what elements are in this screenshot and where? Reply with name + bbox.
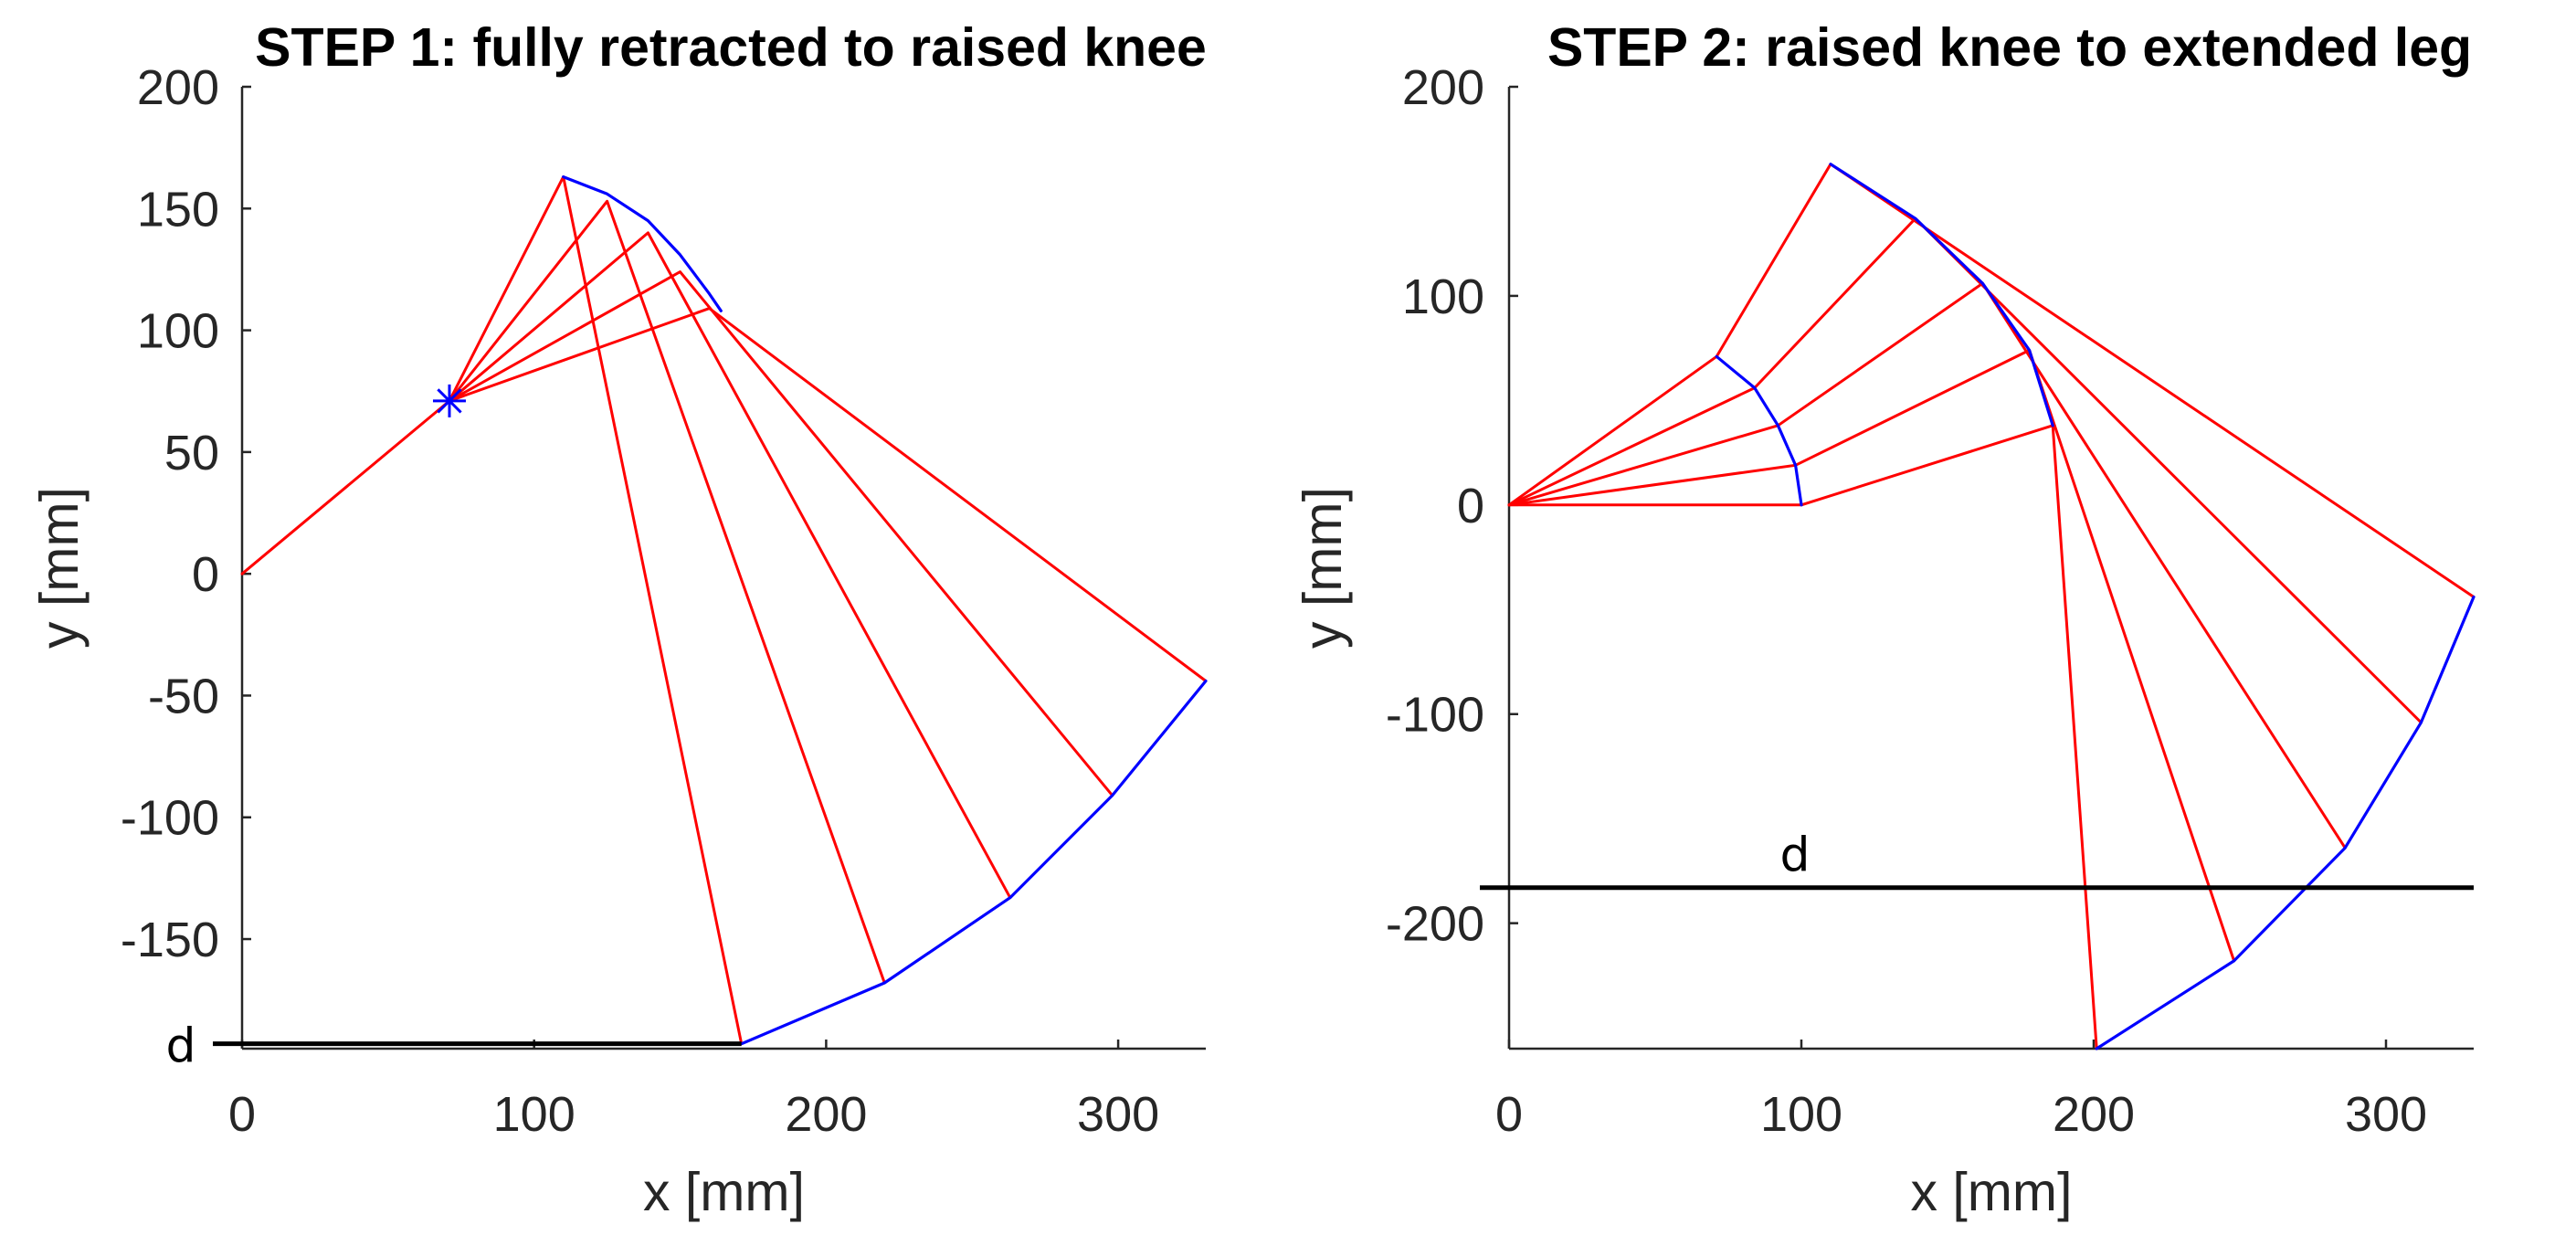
ground-line-label: d: [165, 1019, 195, 1074]
y-tick-label: -100: [1386, 688, 1484, 743]
leg-link-line: [448, 270, 1114, 797]
leg-link-line: [1507, 281, 2347, 850]
y-tick-label: 100: [137, 304, 219, 359]
trajectory-arc: [740, 679, 1208, 1046]
y-tick-label: -150: [121, 913, 219, 967]
leg-link-line: [1507, 348, 2236, 963]
leg-link-line: [1507, 424, 2098, 1050]
x-axis-label: x [mm]: [643, 1162, 805, 1222]
x-axis-label: x [mm]: [1911, 1162, 2073, 1222]
y-tick-label: -50: [148, 669, 219, 723]
y-tick-label: -100: [121, 791, 219, 846]
trajectory-arc: [2095, 595, 2476, 1050]
x-tick-label: 0: [228, 1087, 256, 1142]
y-tick-label: 0: [1457, 479, 1484, 533]
y-tick-label: 200: [1402, 60, 1484, 115]
y-tick-label: 100: [1402, 269, 1484, 324]
y-tick-label: 0: [192, 547, 219, 602]
trajectory-arc: [1715, 354, 1803, 507]
leg-link-line: [448, 199, 886, 985]
y-axis-label: y [mm]: [1293, 487, 1353, 649]
x-tick-label: 200: [785, 1087, 867, 1142]
y-tick-label: 50: [164, 426, 219, 480]
x-tick-label: 200: [2053, 1087, 2135, 1142]
y-axis-label: y [mm]: [29, 487, 90, 649]
x-tick-label: 300: [2345, 1087, 2427, 1142]
leg-link-line: [1507, 163, 2476, 598]
x-tick-label: 100: [1760, 1087, 1842, 1142]
trajectory-arc: [562, 175, 723, 312]
chart-title: STEP 1: fully retracted to raised knee: [255, 17, 1207, 78]
leg-link-line: [448, 231, 1012, 900]
leg-link-line: [448, 307, 1208, 682]
y-tick-label: -200: [1386, 897, 1484, 952]
y-tick-label: 150: [137, 182, 219, 237]
leg-link-line: [448, 175, 744, 1046]
trajectory-arc: [1829, 163, 2054, 428]
x-tick-label: 100: [493, 1087, 575, 1142]
x-tick-label: 300: [1077, 1087, 1159, 1142]
knee-marker: [432, 384, 466, 417]
y-tick-label: 200: [137, 60, 219, 115]
chart-title: STEP 2: raised knee to extended leg: [1547, 17, 2472, 78]
leg-link-line: [240, 399, 451, 575]
x-tick-label: 0: [1495, 1087, 1523, 1142]
leg-link-line: [1507, 216, 2423, 724]
ground-line-label: d: [1779, 829, 1810, 883]
